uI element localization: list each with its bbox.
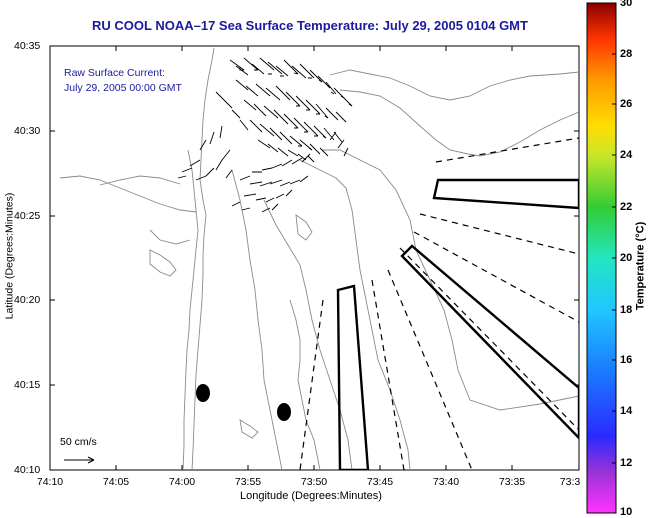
- lane-diagonal: [400, 244, 579, 440]
- xtick-label: 73:3: [559, 476, 581, 488]
- colorbar-tick: 16: [620, 354, 633, 366]
- colorbar-tick: 12: [620, 457, 633, 469]
- depth-contour-7: [289, 299, 321, 470]
- depth-contour-1: [231, 169, 283, 470]
- scale-arrow: [64, 456, 95, 464]
- shoal-patch-2: [295, 214, 313, 241]
- colorbar-tick: 30: [620, 0, 633, 9]
- depth-contour-3: [299, 159, 411, 470]
- scale-label: 50 cm/s: [60, 436, 97, 448]
- xtick-label: 74:05: [102, 476, 130, 488]
- ytick-label: 40:10: [14, 464, 41, 476]
- map-title: RU COOL NOAA–17 Sea Surface Temperature:…: [92, 18, 528, 33]
- depth-contour-5: [329, 69, 579, 101]
- colorbar-tick: 14: [620, 405, 633, 417]
- lanes: [336, 178, 579, 470]
- xtick-label: 73:40: [432, 476, 460, 488]
- colorbar-tick: 22: [620, 201, 633, 213]
- vector-heads: [239, 67, 353, 151]
- xtick-label: 74:10: [36, 476, 64, 488]
- ytick-label: 40:35: [14, 40, 41, 52]
- colorbar-tick: 24: [620, 149, 633, 161]
- buoy-marker-2: [277, 403, 291, 421]
- colorbar-tick: 26: [620, 98, 633, 110]
- buoy-marker-1: [196, 384, 210, 402]
- y-axis-label: Latitude (Degrees:Minutes): [3, 192, 16, 320]
- colorbar-ticks: [612, 53, 616, 464]
- depth-contour-2: [263, 199, 353, 470]
- shoal-patch-1: [149, 249, 177, 277]
- colorbar-tick: 18: [620, 304, 633, 316]
- sector-dashes: [299, 137, 579, 470]
- coastline: [191, 47, 215, 470]
- tick-marks: [49, 45, 580, 471]
- legend-line-2: July 29, 2005 00:00 GMT: [64, 82, 182, 94]
- colorbar-tick: 20: [620, 252, 633, 264]
- shoal-patch-3: [239, 419, 259, 439]
- ytick-label: 40:20: [14, 294, 41, 306]
- shoal-patch-4: [99, 175, 181, 186]
- depth-contour-6: [339, 89, 579, 157]
- xtick-label: 73:50: [300, 476, 328, 488]
- shore-line-inner: [182, 149, 199, 470]
- xtick-label: 73:45: [366, 476, 394, 488]
- estuary-line: [59, 175, 197, 213]
- lane-north: [432, 178, 579, 210]
- current-legend: Raw Surface Current: July 29, 2005 00:00…: [64, 66, 182, 96]
- current-vectors: [177, 57, 353, 213]
- xtick-label: 73:35: [498, 476, 526, 488]
- depth-contour-4: [322, 149, 579, 411]
- map-frame: [49, 45, 580, 471]
- ytick-label: 40:15: [14, 379, 41, 391]
- xtick-label: 74:00: [168, 476, 196, 488]
- colorbar-tick: 28: [620, 48, 633, 60]
- ytick-label: 40:25: [14, 210, 41, 222]
- lane-south: [336, 284, 370, 470]
- legend-line-1: Raw Surface Current:: [64, 67, 165, 79]
- ytick-label: 40:30: [14, 125, 41, 137]
- x-axis-label: Longitude (Degrees:Minutes): [240, 490, 382, 502]
- bay-contour: [149, 229, 191, 245]
- xtick-label: 73:55: [234, 476, 262, 488]
- colorbar: [586, 2, 617, 514]
- colorbar-tick: 10: [620, 506, 633, 518]
- colorbar-label: Temperature (°C): [634, 221, 647, 311]
